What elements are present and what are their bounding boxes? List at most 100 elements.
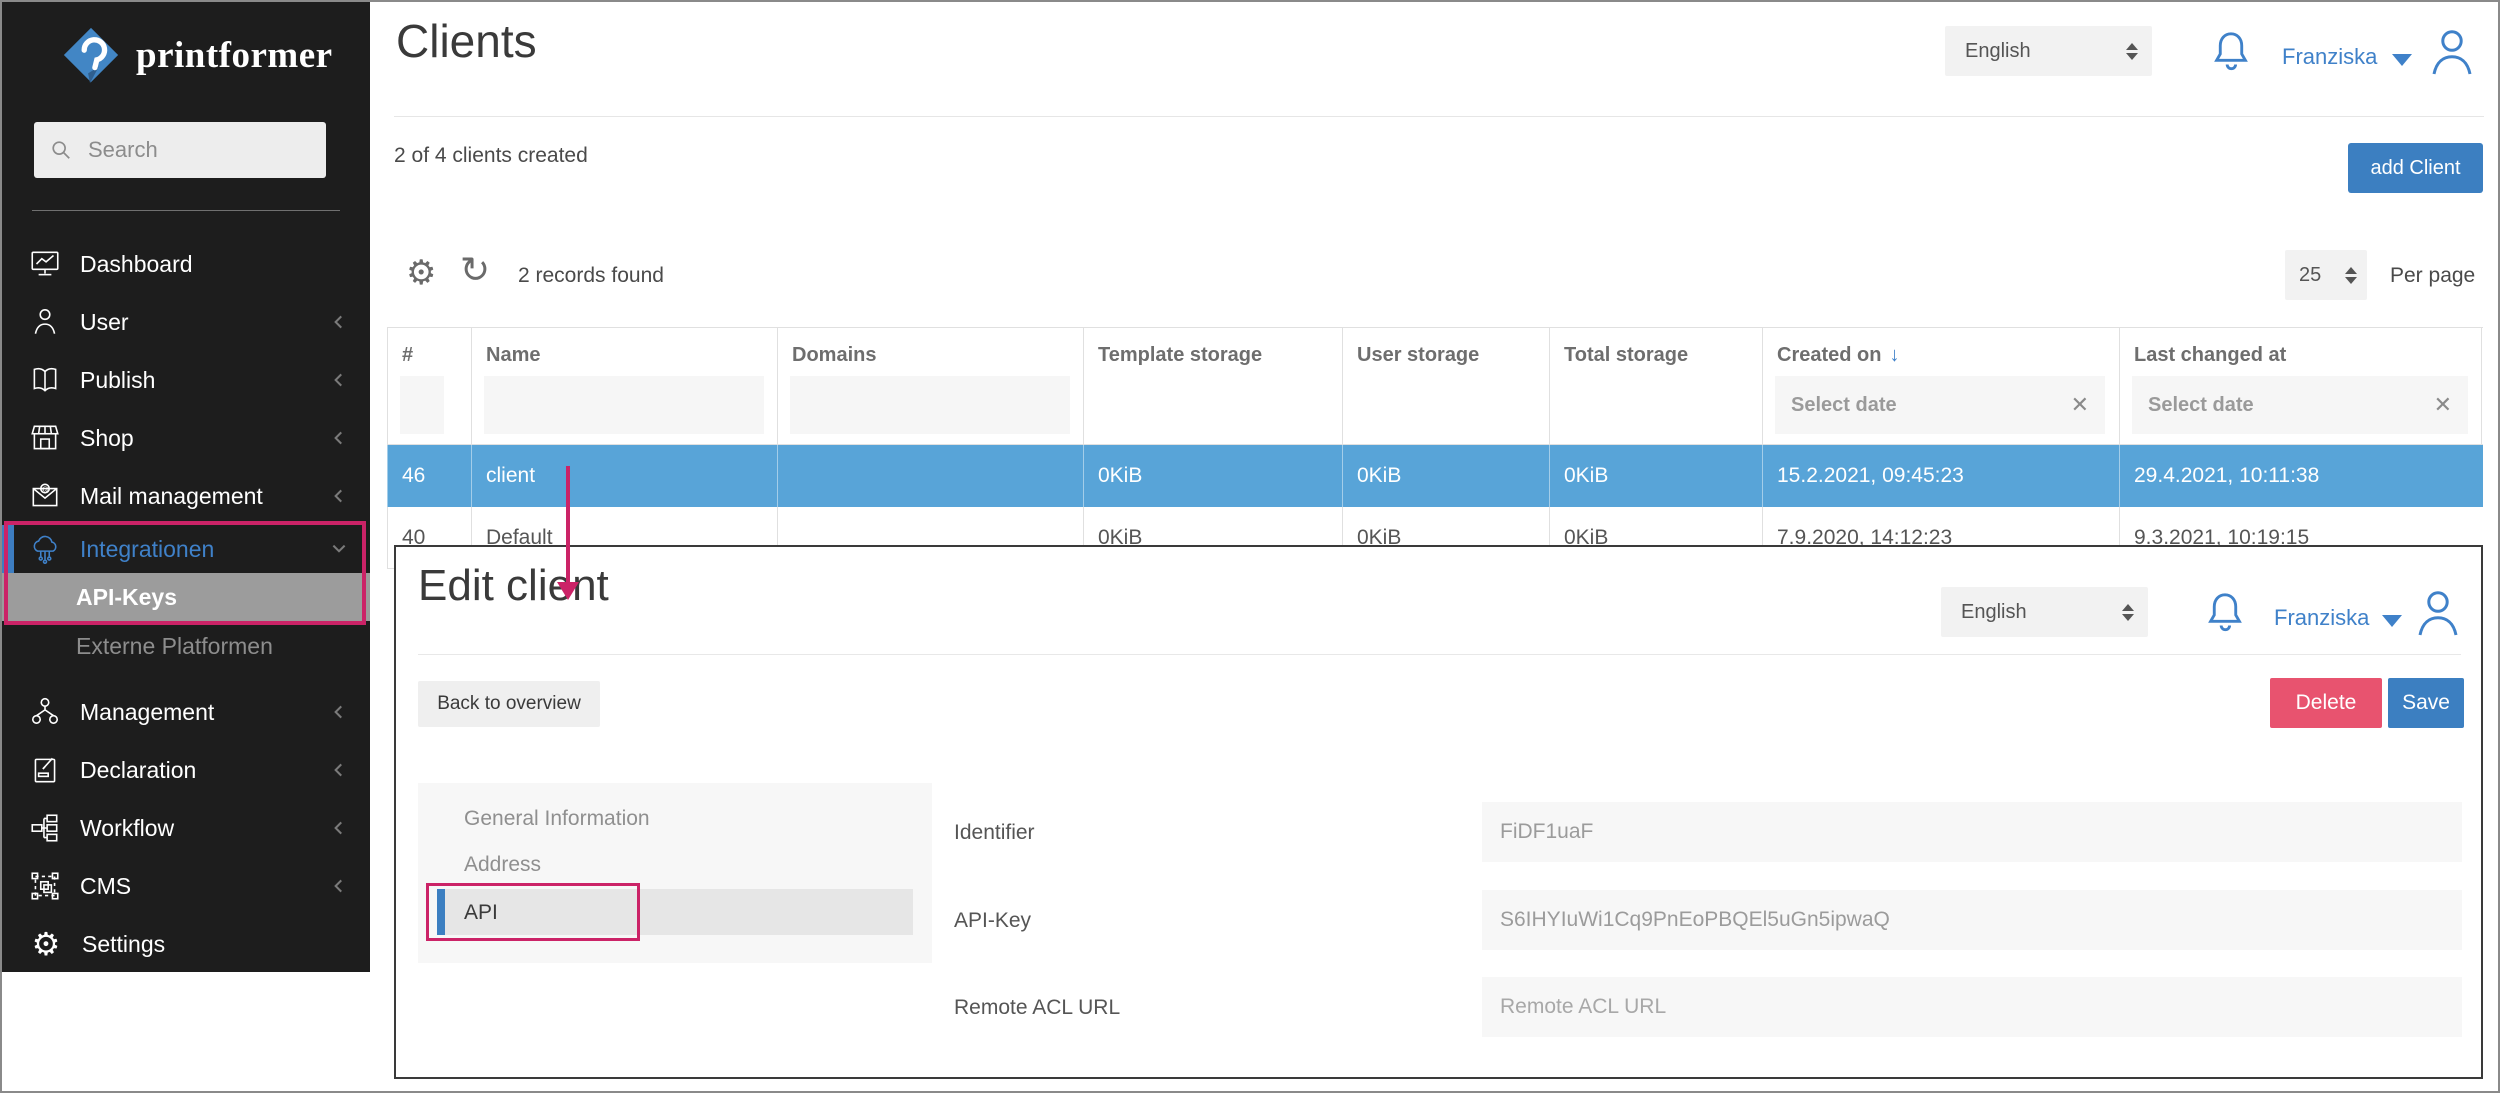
language-select-value: English [1961, 600, 2027, 623]
account-button[interactable] [2426, 24, 2478, 83]
add-client-button[interactable]: add Client [2348, 143, 2483, 193]
created-on-date-filter[interactable]: Select date ✕ [1775, 376, 2105, 434]
delete-button[interactable]: Delete [2270, 678, 2382, 728]
search-icon [52, 141, 70, 159]
column-header-template-storage[interactable]: Template storage [1083, 328, 1342, 444]
user-menu-name[interactable]: Franziska [2274, 605, 2370, 630]
sidebar-item-user[interactable]: User [2, 293, 370, 351]
tab-general-information[interactable]: General Information [464, 807, 650, 830]
page-title: Clients [396, 15, 537, 67]
language-select[interactable]: English [1945, 26, 2152, 76]
sidebar-item-management[interactable]: Management [2, 683, 370, 741]
cell-id: 46 [387, 445, 471, 507]
cell-created-on: 15.2.2021, 09:45:23 [1762, 445, 2119, 507]
column-header-id[interactable]: # [387, 328, 471, 444]
notifications-button[interactable] [2208, 28, 2254, 83]
tab-api[interactable]: API [464, 901, 498, 924]
sidebar: printformer Dashboard [2, 2, 370, 972]
chevron-left-icon [330, 703, 348, 721]
caret-down-icon[interactable] [2382, 615, 2402, 627]
sidebar-item-cms[interactable]: CMS [2, 857, 370, 915]
chevron-left-icon [330, 371, 348, 389]
cell-domains [777, 445, 1083, 507]
edit-client-panel: Edit client English Franziska Back to ov… [394, 545, 2483, 1079]
sidebar-item-workflow[interactable]: Workflow [2, 799, 370, 857]
sidebar-item-publish[interactable]: Publish [2, 351, 370, 409]
svg-text:@: @ [41, 485, 49, 494]
clear-filter-icon[interactable]: ✕ [2070, 392, 2089, 417]
sidebar-item-dashboard[interactable]: Dashboard [2, 235, 370, 293]
modal-notifications-button[interactable] [2202, 589, 2248, 644]
sidebar-item-label: Workflow [80, 814, 175, 841]
table-row-selected[interactable]: 46 client 0KiB 0KiB 0KiB 15.2.2021, 09:4… [387, 445, 2483, 507]
sidebar-item-label: Shop [80, 424, 134, 451]
last-changed-date-filter[interactable]: Select date ✕ [2132, 376, 2468, 434]
chevron-down-icon [330, 540, 348, 558]
clients-summary: 2 of 4 clients created [394, 144, 588, 167]
tab-address[interactable]: Address [464, 853, 542, 876]
sidebar-item-label: Integrationen [80, 535, 215, 562]
modal-divider [418, 654, 2461, 655]
select-caret-icon [2126, 42, 2138, 60]
sidebar-item-label: Management [80, 698, 215, 725]
cell-name: Default [471, 507, 777, 568]
column-header-last-changed[interactable]: Last changed at Select date ✕ [2119, 328, 2482, 444]
active-item-bar [2, 525, 14, 573]
sidebar-item-settings[interactable]: ⚙ Settings [2, 915, 370, 973]
shop-icon [31, 425, 59, 450]
annotation-arrow [566, 466, 570, 584]
sidebar-item-api-keys[interactable]: API-Keys [2, 573, 370, 621]
modal-language-select[interactable]: English [1941, 587, 2148, 637]
chevron-left-icon [330, 487, 348, 505]
refresh-icon[interactable]: ↻ [460, 249, 491, 290]
active-tab-bar [437, 889, 445, 935]
domains-filter-input[interactable] [790, 376, 1070, 434]
api-key-field[interactable] [1482, 890, 2462, 950]
clear-filter-icon[interactable]: ✕ [2433, 392, 2452, 417]
per-page-label: Per page [2390, 264, 2476, 287]
sidebar-item-shop[interactable]: Shop [2, 409, 370, 467]
cell-user-storage: 0KiB [1342, 507, 1549, 568]
sidebar-item-declaration[interactable]: Declaration [2, 741, 370, 799]
dashboard-icon [31, 251, 59, 276]
table-settings-icon[interactable]: ⚙ [406, 254, 437, 292]
remote-acl-url-field[interactable] [1482, 977, 2462, 1037]
bell-icon [2208, 593, 2242, 632]
column-header-user-storage[interactable]: User storage [1342, 328, 1549, 444]
column-header-created-on[interactable]: Created on ↓ Select date ✕ [1762, 328, 2119, 444]
name-filter-input[interactable] [484, 376, 764, 434]
identifier-field[interactable] [1482, 802, 2462, 862]
sidebar-item-label: Mail management [80, 482, 263, 509]
per-page-select[interactable]: 25 [2285, 250, 2367, 300]
tab-api-active-row[interactable] [437, 889, 913, 935]
search-input[interactable] [86, 136, 310, 164]
select-caret-icon [2122, 603, 2134, 621]
cell-created-on: 7.9.2020, 14:12:23 [1762, 507, 2119, 568]
sidebar-search[interactable] [34, 122, 326, 178]
printformer-logo-icon [63, 27, 119, 84]
column-header-total-storage[interactable]: Total storage [1549, 328, 1762, 444]
save-button[interactable]: Save [2388, 678, 2464, 728]
api-key-label: API-Key [954, 909, 1032, 932]
sort-desc-icon[interactable]: ↓ [1889, 344, 1900, 366]
sidebar-item-label: User [80, 308, 129, 335]
back-to-overview-button[interactable]: Back to overview [418, 681, 600, 727]
cell-template-storage: 0KiB [1083, 445, 1342, 507]
sidebar-divider [32, 210, 340, 211]
cms-icon [31, 872, 59, 900]
sidebar-item-mail-management[interactable]: @ Mail management [2, 467, 370, 525]
caret-down-icon[interactable] [2392, 54, 2412, 66]
sidebar-item-integrationen[interactable]: Integrationen [2, 525, 370, 573]
annotation-arrow-head [557, 582, 579, 600]
sidebar-item-label: Publish [80, 366, 156, 393]
account-button[interactable] [2412, 585, 2464, 644]
user-menu-name[interactable]: Franziska [2282, 44, 2378, 69]
table-header-row: # Name Domains Template storage User sto… [387, 327, 2483, 445]
sidebar-item-externe-platformen[interactable]: Externe Platformen [2, 621, 370, 671]
cell-id: 40 [387, 507, 471, 568]
id-filter-input[interactable] [400, 376, 444, 434]
column-header-domains[interactable]: Domains [777, 328, 1083, 444]
language-select-value: English [1965, 39, 2031, 62]
column-header-name[interactable]: Name [471, 328, 777, 444]
sidebar-item-label: Settings [82, 930, 166, 957]
